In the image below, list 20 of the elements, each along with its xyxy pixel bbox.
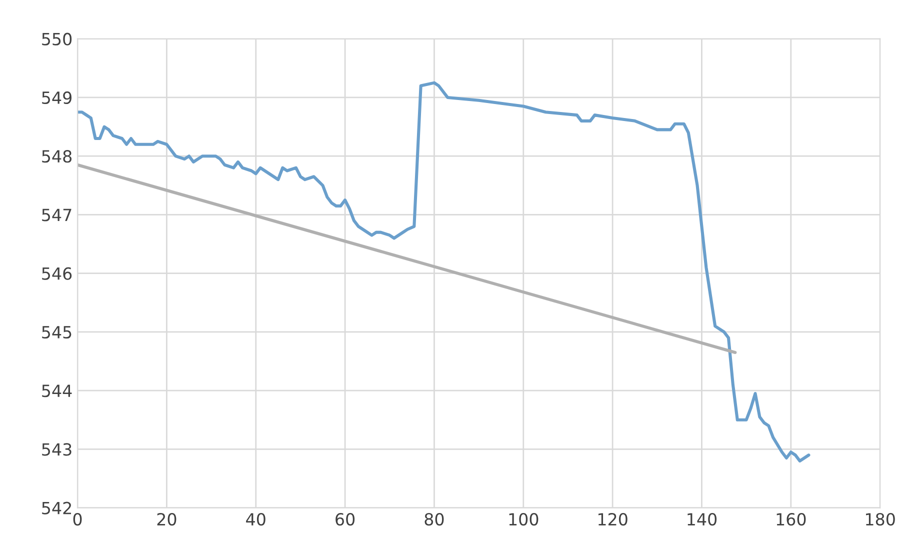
x-tick-label: 180 bbox=[866, 512, 895, 526]
y-tick-label: 544 bbox=[42, 384, 72, 398]
y-tick-label: 542 bbox=[42, 502, 71, 514]
y-tick-label: 546 bbox=[42, 267, 72, 280]
x-tick-label: 0 bbox=[73, 512, 82, 526]
x-tick-label: 140 bbox=[688, 512, 717, 526]
x-tick-label: 160 bbox=[776, 512, 806, 526]
line-series bbox=[78, 81, 810, 462]
y-tick-label: 543 bbox=[42, 443, 72, 456]
x-tick-label: 120 bbox=[598, 512, 628, 526]
y-tick-label: 548 bbox=[42, 150, 72, 163]
x-tick-label: 40 bbox=[246, 512, 266, 526]
y-tick-label: 547 bbox=[42, 208, 72, 222]
y-tick-label: 545 bbox=[42, 326, 72, 339]
y-tick-label: 550 bbox=[42, 32, 72, 46]
x-tick-label: 80 bbox=[424, 512, 444, 526]
x-tick-label: 20 bbox=[157, 512, 176, 526]
x-tick-label: 60 bbox=[336, 512, 355, 526]
y-tick-label: 549 bbox=[42, 91, 72, 104]
x-tick-label: 100 bbox=[509, 512, 538, 526]
